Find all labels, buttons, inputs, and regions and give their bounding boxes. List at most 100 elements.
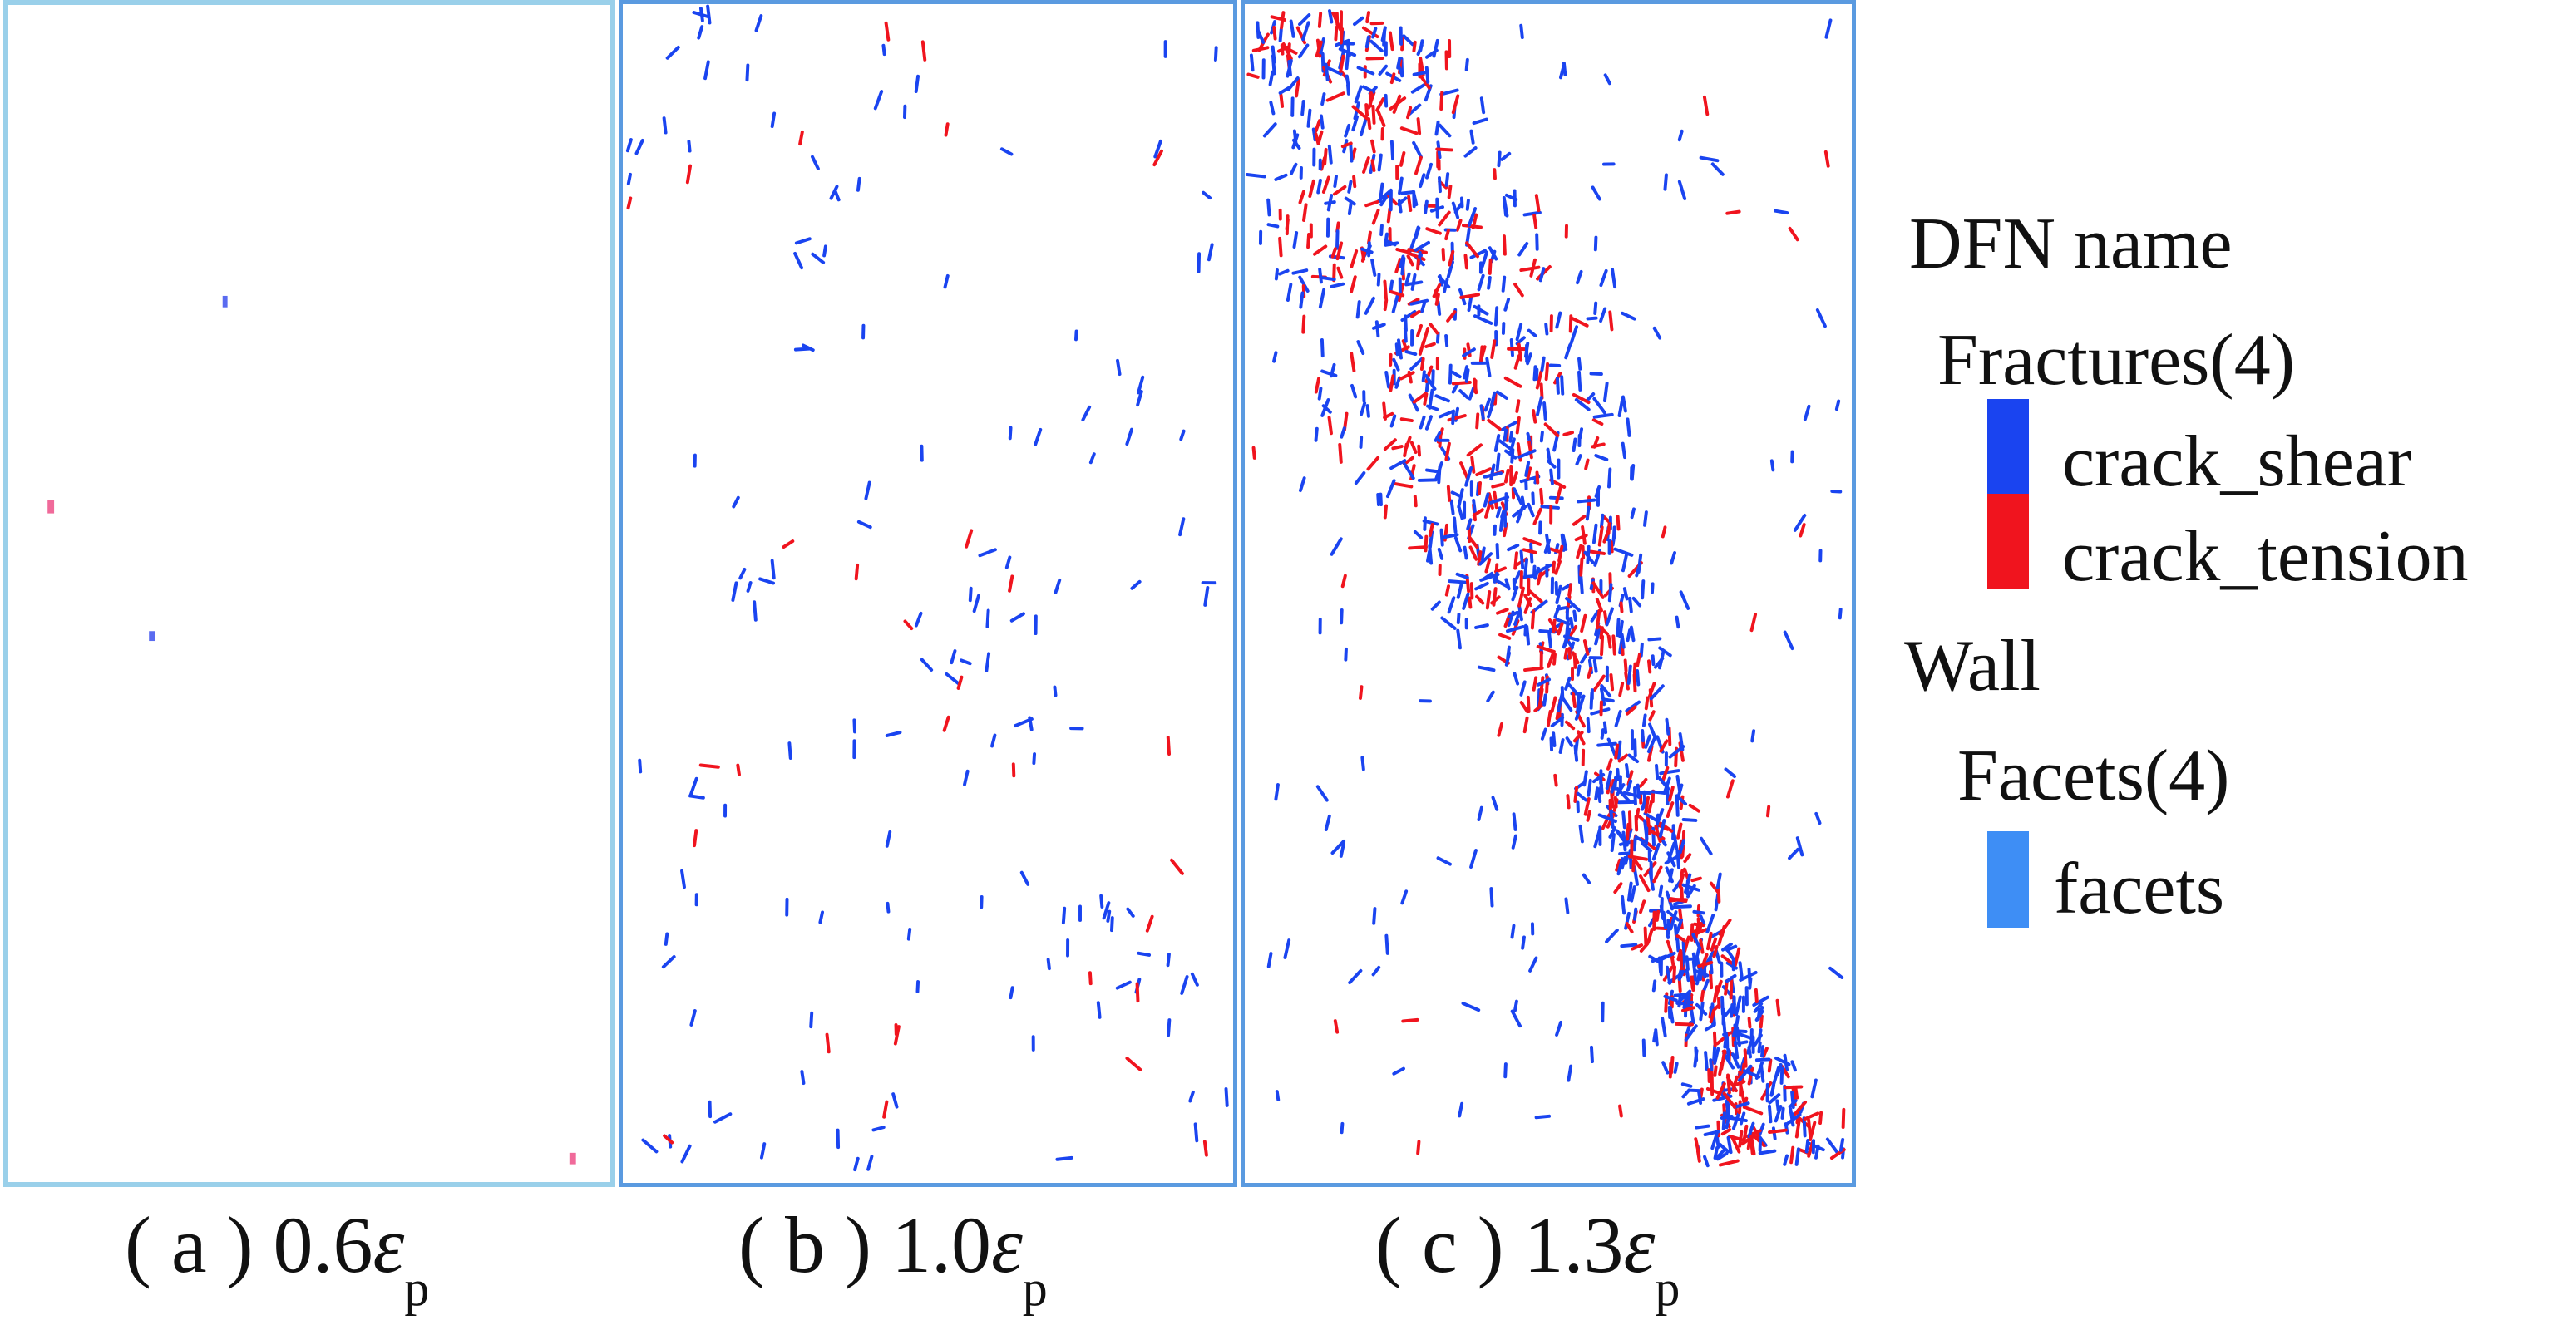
crack-segment xyxy=(1643,819,1649,840)
crack-segment xyxy=(1789,1145,1795,1165)
crack-segment xyxy=(1527,440,1533,460)
crack-segment xyxy=(1467,294,1473,313)
crack-segment xyxy=(1495,452,1501,472)
crack-segment xyxy=(1628,596,1633,613)
crack-segment xyxy=(885,731,902,737)
crack-segment xyxy=(1722,1091,1736,1109)
crack-segment xyxy=(1710,937,1718,952)
crack-segment xyxy=(1774,1056,1791,1066)
crack-segment xyxy=(866,1155,874,1171)
crack-segment xyxy=(1651,979,1657,993)
caption-c: ( c ) 1.3εp xyxy=(1375,1205,1680,1314)
crack-segment xyxy=(1333,175,1338,188)
crack-segment xyxy=(1725,209,1741,215)
crack-segment xyxy=(1371,323,1386,330)
crack-segment xyxy=(990,733,997,748)
crack-segment xyxy=(1467,207,1478,227)
crack-segment xyxy=(1340,1121,1345,1135)
crack-segment xyxy=(1312,244,1328,256)
crack-segment xyxy=(1634,807,1641,822)
crack-segment xyxy=(1779,1066,1784,1085)
crack-segment xyxy=(1709,1058,1714,1071)
crack-segment xyxy=(1367,230,1372,245)
crack-segment xyxy=(1512,812,1517,831)
crack-segment xyxy=(1523,666,1544,672)
crack-segment xyxy=(1790,1091,1795,1110)
crack-segment xyxy=(1340,141,1353,149)
crack-segment xyxy=(1743,1048,1748,1068)
crack-segment xyxy=(1350,383,1358,399)
crack-segment xyxy=(1522,537,1542,546)
crack-segment xyxy=(1418,340,1425,356)
crack-segment xyxy=(1609,672,1615,692)
crack-segment xyxy=(1584,392,1596,403)
panel-b-cracks xyxy=(625,4,1229,1172)
crack-segment xyxy=(1663,173,1668,191)
crack-segment xyxy=(754,14,763,32)
crack-segment xyxy=(1432,38,1439,58)
crack-segment xyxy=(942,715,950,732)
crack-segment xyxy=(1370,139,1376,154)
crack-segment xyxy=(1652,865,1663,884)
crack-segment xyxy=(1245,173,1266,179)
crack-segment xyxy=(1526,466,1532,480)
crack-segment xyxy=(1350,352,1356,373)
crack-segment xyxy=(1434,288,1440,304)
crack-segment xyxy=(706,4,712,25)
crack-segment xyxy=(856,176,861,192)
crack-segment xyxy=(1602,721,1608,735)
crack-segment xyxy=(1659,769,1680,776)
crack-segment xyxy=(1383,438,1397,451)
crack-segment xyxy=(1360,118,1368,137)
crack-mark xyxy=(222,295,228,308)
crack-segment xyxy=(1503,200,1509,218)
crack-mark xyxy=(47,500,55,514)
crack-segment xyxy=(1555,485,1562,505)
crack-segment xyxy=(1349,142,1354,163)
crack-segment xyxy=(1477,550,1483,566)
crack-segment xyxy=(1783,630,1794,651)
crack-segment xyxy=(1616,767,1621,781)
crack-segment xyxy=(1621,894,1626,915)
crack-segment xyxy=(1383,504,1389,520)
crack-segment xyxy=(1487,418,1502,431)
crack-segment xyxy=(1549,468,1554,485)
crack-segment xyxy=(1732,1080,1746,1087)
crack-segment xyxy=(1795,836,1804,857)
crack-segment xyxy=(1677,969,1685,982)
crack-segment xyxy=(1503,376,1522,388)
crack-segment xyxy=(1416,258,1420,271)
crack-segment xyxy=(1081,405,1092,422)
crack-segment xyxy=(1280,43,1285,56)
crack-segment xyxy=(1721,1111,1726,1130)
crack-segment xyxy=(1620,855,1627,870)
crack-segment xyxy=(693,829,698,848)
crack-segment xyxy=(1726,1073,1731,1095)
crack-segment xyxy=(1339,54,1345,73)
crack-segment xyxy=(1394,258,1402,273)
crack-segment xyxy=(1592,674,1606,692)
crack-segment xyxy=(1607,467,1612,489)
crack-segment xyxy=(1587,666,1593,679)
crack-segment xyxy=(1602,381,1609,403)
crack-segment xyxy=(1699,938,1705,954)
crack-segment xyxy=(1578,824,1584,844)
crack-segment xyxy=(1635,562,1642,578)
crack-segment xyxy=(1330,840,1346,855)
crack-segment xyxy=(1709,957,1714,975)
crack-segment xyxy=(1136,390,1143,407)
crack-segment xyxy=(1617,753,1629,763)
caption-c-symbol: ε xyxy=(1623,1200,1656,1289)
crack-segment xyxy=(1251,446,1256,460)
crack-segment xyxy=(1621,553,1628,573)
crack-segment xyxy=(1412,71,1427,76)
crack-segment xyxy=(1747,1017,1752,1029)
crack-segment xyxy=(1440,616,1457,630)
crack-segment xyxy=(1472,508,1484,517)
crack-segment xyxy=(1298,275,1310,293)
shear-swatch xyxy=(1987,399,2029,494)
crack-segment xyxy=(1575,454,1582,466)
crack-segment xyxy=(1371,209,1380,225)
crack-segment xyxy=(1730,1052,1740,1069)
crack-segment xyxy=(1266,198,1271,217)
